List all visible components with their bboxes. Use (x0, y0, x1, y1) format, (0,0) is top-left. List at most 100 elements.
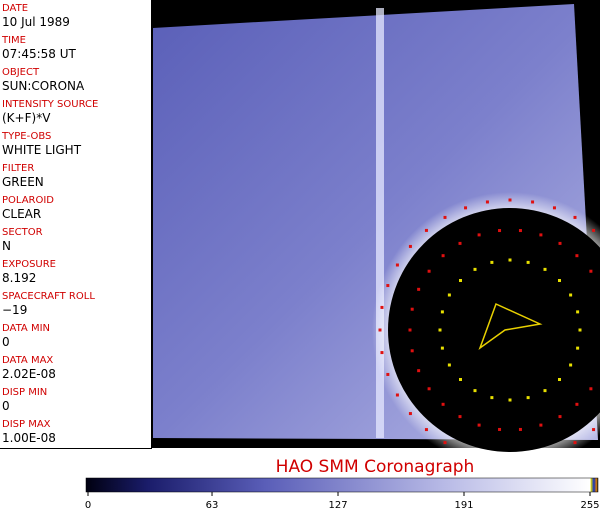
streak (376, 8, 384, 438)
grid-dot (408, 412, 412, 416)
colorbar-tick-label: 0 (85, 500, 91, 511)
grid-dot (526, 260, 530, 264)
field-value: 1.00E-08 (2, 431, 56, 445)
grid-dot (485, 200, 489, 204)
grid-dot (498, 427, 502, 431)
grid-dot (539, 233, 543, 237)
grid-dot (441, 402, 445, 406)
header-panel: DATE 10 Jul 1989 TIME 07:45:58 UT OBJECT SUN:… (0, 0, 152, 449)
field-value: −19 (2, 303, 28, 317)
grid-dot (440, 310, 444, 314)
grid-dot (408, 244, 412, 248)
grid-dot (447, 363, 451, 367)
field-value: (K+F)*V (2, 111, 51, 125)
grid-dot (589, 269, 593, 273)
field-label: SPACECRAFT ROLL (2, 291, 95, 302)
grid-dot (552, 206, 556, 210)
grid-dot (473, 267, 477, 271)
grid-dot (441, 254, 445, 258)
field-value: 0 (2, 335, 10, 349)
pylon-outline (478, 302, 543, 351)
field-label: DISP MIN (2, 387, 48, 398)
grid-dot (410, 307, 414, 311)
field-value: 0 (2, 399, 10, 413)
field-value: 07:45:58 UT (2, 47, 76, 61)
grid-dot (395, 263, 399, 267)
grid-dot (408, 328, 412, 332)
field-value: GREEN (2, 175, 44, 189)
grid-dot (575, 402, 579, 406)
field-label: TIME (2, 35, 27, 46)
grid-dot (578, 328, 582, 332)
grid-dot (424, 228, 428, 232)
grid-dot (539, 423, 543, 427)
grid-dot (473, 389, 477, 393)
field-label: SECTOR (2, 227, 43, 238)
field-value: SUN:CORONA (2, 79, 85, 93)
grid-dot (573, 215, 577, 219)
grid-dot (386, 372, 390, 376)
grid-dot (410, 349, 414, 353)
field-label: DISP MAX (2, 419, 51, 430)
colorbar (85, 477, 599, 493)
grid-dot (427, 387, 431, 391)
field-label: INTENSITY SOURCE (2, 99, 99, 110)
occulter (388, 208, 600, 452)
grid-dot (447, 293, 451, 297)
field-value: 2.02E-08 (2, 367, 56, 381)
grid-dot (458, 241, 462, 245)
grid-dot (508, 398, 512, 402)
grid-dot (459, 279, 463, 283)
grid-dot (427, 269, 431, 273)
colorbar-tick-label: 255 (580, 500, 599, 511)
colorbar-tick-label: 127 (328, 500, 347, 511)
field-value: N (2, 239, 11, 253)
grid-dot (498, 229, 502, 233)
title: HAO SMM Coronagraph (276, 457, 475, 477)
grid-dot (531, 200, 535, 204)
colorbar-tick-label: 63 (206, 500, 219, 511)
grid-dot (490, 260, 494, 264)
grid-dot (380, 351, 384, 355)
grid-dot (443, 215, 447, 219)
grid-dot (490, 396, 494, 400)
grid-dot (592, 428, 596, 432)
grid-dot (440, 346, 444, 350)
grid-dot (464, 206, 468, 210)
grid-dot (543, 267, 547, 271)
field-label: DATA MIN (2, 323, 50, 334)
grid-dot (378, 328, 382, 332)
grid-dot (459, 377, 463, 381)
grid-dot (558, 415, 562, 419)
grid-dot (438, 328, 442, 332)
grid-dot (576, 310, 580, 314)
grid-dots (378, 198, 596, 445)
field-value: CLEAR (2, 207, 42, 221)
grid-dot (557, 279, 561, 283)
field-value: 8.192 (2, 271, 37, 285)
field-label: DATE (2, 3, 29, 14)
field-label: OBJECT (2, 67, 40, 78)
grid-dot (569, 293, 573, 297)
grid-dot (518, 427, 522, 431)
field-label: TYPE-OBS (2, 131, 52, 142)
grid-dot (573, 441, 577, 445)
colorbar-tick-label: 191 (454, 500, 473, 511)
grid-dot (458, 415, 462, 419)
grid-dot (395, 393, 399, 397)
grid-dot (558, 241, 562, 245)
grid-dot (569, 363, 573, 367)
grid-dot (592, 228, 596, 232)
grid-dot (417, 287, 421, 291)
grid-dot (543, 389, 547, 393)
grid-dot (386, 284, 390, 288)
grid-dot (417, 369, 421, 373)
grid-dot (557, 377, 561, 381)
grid-dot (477, 423, 481, 427)
field-value: 10 Jul 1989 (2, 15, 70, 29)
grid-dot (589, 387, 593, 391)
grid-dot (518, 229, 522, 233)
field-label: FILTER (2, 163, 35, 174)
grid-dot (508, 258, 512, 262)
